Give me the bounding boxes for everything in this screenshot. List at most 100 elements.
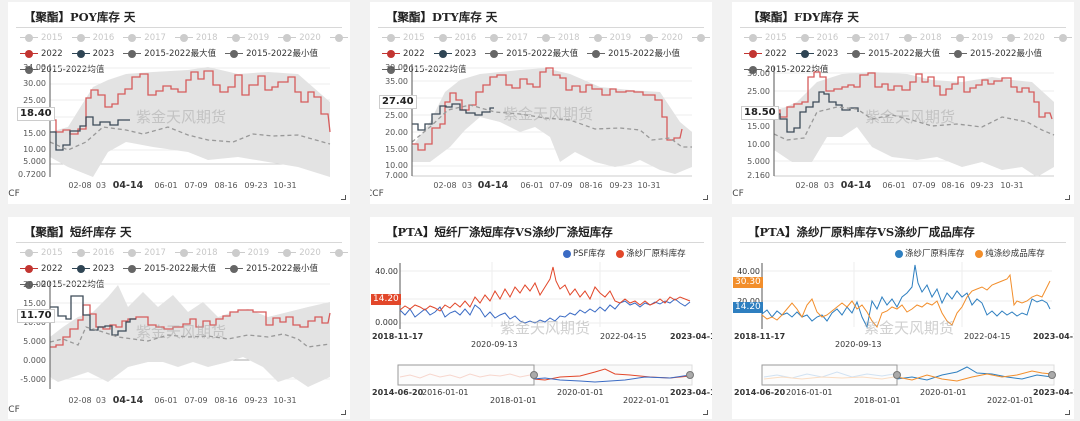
legend-item-2015[interactable]: 2015 xyxy=(382,30,425,46)
panel-title: 【PTA】短纤厂涤短库存VS涤纱厂涤短库存 xyxy=(386,225,613,239)
legend-item-2019[interactable]: 2019 xyxy=(226,30,269,46)
legend-item-yarn-raw[interactable]: 涤纱厂原料库存 xyxy=(895,247,965,259)
legend-item-2019[interactable]: 2019 xyxy=(226,245,269,261)
legend-item-avg[interactable]: 2015-2022均值 xyxy=(20,277,104,293)
current-value-badge: 27.40 xyxy=(379,95,417,109)
range-band xyxy=(50,285,330,387)
panel-title: 【聚酯】DTY库存 天 xyxy=(386,10,498,24)
legend-item-2017[interactable]: 2017 xyxy=(123,245,166,261)
legend-item-avg[interactable]: 2015-2022均值 xyxy=(20,62,104,78)
resize-handle[interactable] xyxy=(341,410,346,415)
svg-text:20.00: 20.00 xyxy=(737,297,760,306)
legend-item-2020[interactable]: 2020 xyxy=(278,245,321,261)
svg-text:09-23: 09-23 xyxy=(609,181,632,190)
legend-item-min[interactable]: 2015-2022最小值 xyxy=(225,261,318,277)
legend-item-min[interactable]: 2015-2022最小值 xyxy=(587,46,680,62)
legend-item-2021[interactable]: 2021 xyxy=(691,30,712,46)
legend-item-2020[interactable]: 2020 xyxy=(1002,30,1045,46)
svg-text:25.00: 25.00 xyxy=(385,111,408,120)
resize-handle[interactable] xyxy=(703,410,708,415)
divider xyxy=(16,27,342,28)
svg-text:34.00: 34.00 xyxy=(23,63,46,72)
svg-text:07-09: 07-09 xyxy=(184,181,207,190)
legend-item-psf[interactable]: PSF库存 xyxy=(563,247,605,259)
chart-panel-psf: 【聚酯】短纤库存 天 2015201620172018201920202021 … xyxy=(8,217,350,419)
svg-text:02-08: 02-08 xyxy=(68,181,91,190)
legend-item-max[interactable]: 2015-2022最大值 xyxy=(847,46,940,62)
legend-item-max[interactable]: 2015-2022最大值 xyxy=(485,46,578,62)
legend-item-min[interactable]: 2015-2022最小值 xyxy=(949,46,1042,62)
legend-item-2018[interactable]: 2018 xyxy=(898,30,942,46)
legend-item-2017[interactable]: 2017 xyxy=(485,30,528,46)
legend-item-yarn-finished[interactable]: 纯涤纱成品库存 xyxy=(975,247,1045,259)
resize-handle[interactable] xyxy=(703,195,708,200)
legend-item-avg[interactable]: 2015-2022均值 xyxy=(382,62,466,78)
series-2022 xyxy=(412,67,683,151)
resize-handle[interactable] xyxy=(341,195,346,200)
series-2022 xyxy=(774,71,1053,120)
legend-item-2023[interactable]: 2023 xyxy=(795,46,838,62)
svg-text:07-09: 07-09 xyxy=(549,181,572,190)
navigator-handle-left xyxy=(530,371,538,379)
panel-title: 【聚酯】FDY库存 天 xyxy=(748,10,859,24)
navigator-mask xyxy=(761,364,898,386)
legend-item-2019[interactable]: 2019 xyxy=(588,30,631,46)
svg-text:2018-01-01: 2018-01-01 xyxy=(490,396,537,405)
svg-text:7.000: 7.000 xyxy=(385,171,408,180)
series-2022 xyxy=(50,70,331,135)
legend-item-2018[interactable]: 2018 xyxy=(174,30,218,46)
chart-panel-raw-vs-finished: 【PTA】涤纱厂原料库存VS涤纱厂成品库存 涤纱厂原料库存 纯涤纱成品库存 40… xyxy=(732,217,1074,419)
legend-item-2015[interactable]: 2015 xyxy=(20,30,63,46)
resize-handle[interactable] xyxy=(1065,410,1070,415)
legend-item-max[interactable]: 2015-2022最大值 xyxy=(123,261,216,277)
legend-item-max[interactable]: 2015-2022最大值 xyxy=(123,46,216,62)
current-value-badge: 18.50 xyxy=(741,106,779,120)
legend-item-yarn-raw[interactable]: 涤纱厂原料库存 xyxy=(616,247,686,259)
legend-item-2022[interactable]: 2022 xyxy=(382,46,425,62)
svg-text:10.00: 10.00 xyxy=(23,145,46,154)
resize-handle[interactable] xyxy=(1065,195,1070,200)
legend-item-2016[interactable]: 2016 xyxy=(71,30,114,46)
legend-item-2019[interactable]: 2019 xyxy=(950,30,993,46)
svg-text:02-08: 02-08 xyxy=(795,181,818,190)
legend-item-2020[interactable]: 2020 xyxy=(278,30,321,46)
legend-item-2021[interactable]: 2021 xyxy=(329,245,350,261)
series-yarn-raw xyxy=(399,266,691,312)
svg-text:03: 03 xyxy=(462,181,472,190)
legend-item-2023[interactable]: 2023 xyxy=(433,46,476,62)
legend-item-2018[interactable]: 2018 xyxy=(536,30,580,46)
svg-text:06-01: 06-01 xyxy=(520,181,543,190)
svg-text:06-01: 06-01 xyxy=(882,181,905,190)
legend-item-2017[interactable]: 2017 xyxy=(123,30,166,46)
legend-item-2015[interactable]: 2015 xyxy=(744,30,787,46)
legend-item-2023[interactable]: 2023 xyxy=(71,261,114,277)
legend-item-avg[interactable]: 2015-2022均值 xyxy=(744,62,828,78)
legend-item-2015[interactable]: 2015 xyxy=(20,245,63,261)
legend-item-2018[interactable]: 2018 xyxy=(174,245,218,261)
legend-item-2023[interactable]: 2023 xyxy=(71,46,114,62)
legend-item-2016[interactable]: 2016 xyxy=(433,30,476,46)
legend-item-2020[interactable]: 2020 xyxy=(640,30,683,46)
seasonal-chart-dty: 39.00 35.00 25.00 20.00 15.00 10.007.000 02-0… xyxy=(385,63,692,191)
legend-item-2016[interactable]: 2016 xyxy=(71,245,114,261)
svg-text:03: 03 xyxy=(96,181,106,190)
series-yarn-raw xyxy=(761,264,1051,329)
legend-item-2021[interactable]: 2021 xyxy=(1053,30,1074,46)
svg-text:-5.000: -5.000 xyxy=(20,375,46,384)
svg-text:10.00: 10.00 xyxy=(747,140,770,149)
svg-text:08-16: 08-16 xyxy=(579,181,602,190)
legend-item-2022[interactable]: 2022 xyxy=(20,261,63,277)
legend-item-2021[interactable]: 2021 xyxy=(329,30,350,46)
legend-item-2022[interactable]: 2022 xyxy=(20,46,63,62)
legend-item-min[interactable]: 2015-2022最小值 xyxy=(225,46,318,62)
series-avg xyxy=(49,326,331,348)
navigator-handle-right xyxy=(1048,371,1056,379)
chart-legend: 2015201620172018201920202021 20222023201… xyxy=(382,30,710,78)
svg-text:08-16: 08-16 xyxy=(214,181,237,190)
chart-panel-dty: 【聚酯】DTY库存 天 2015 2016 2017 2018 2019 2020 2021… xyxy=(370,2,712,204)
legend-item-2016[interactable]: 2016 xyxy=(795,30,838,46)
svg-text:2020-09-13: 2020-09-13 xyxy=(471,340,518,349)
legend-item-2022[interactable]: 2022 xyxy=(744,46,787,62)
legend-item-2017[interactable]: 2017 xyxy=(847,30,890,46)
